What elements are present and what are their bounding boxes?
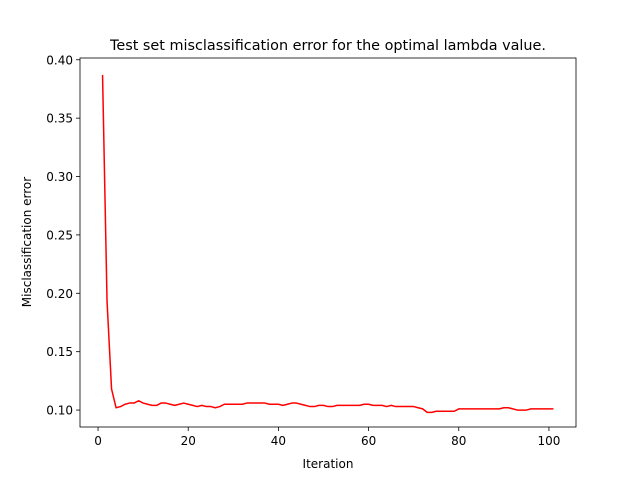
x-tick-label: 20 (181, 434, 196, 448)
x-tick-label: 80 (451, 434, 466, 448)
x-tick-label: 0 (94, 434, 102, 448)
y-tick-label: 0.20 (46, 287, 73, 301)
data-layer (101, 74, 554, 414)
x-tick-label: 100 (537, 434, 560, 448)
x-tick-label: 60 (361, 434, 376, 448)
y-axis-label: Misclassification error (20, 177, 34, 307)
y-tick-label: 0.10 (46, 404, 73, 418)
y-tick-label: 0.15 (46, 345, 73, 359)
x-axis-label: Iteration (303, 457, 354, 471)
x-tick-label: 40 (271, 434, 286, 448)
chart-title: Test set misclassification error for the… (109, 38, 546, 54)
series-line (101, 74, 554, 414)
plot-area: 0 20 40 60 80 100 0.10 0.15 0.20 0.25 0.30 0.35 0.4… (46, 53, 577, 448)
y-tick-label: 0.30 (46, 170, 73, 184)
y-tick-label: 0.40 (46, 53, 73, 67)
x-axis: 0 20 40 60 80 100 (94, 427, 560, 448)
plot-frame (79, 57, 577, 428)
y-axis: 0.10 0.15 0.20 0.25 0.30 0.35 0.40 (46, 53, 80, 418)
y-tick-label: 0.35 (46, 112, 73, 126)
y-tick-label: 0.25 (46, 228, 73, 242)
